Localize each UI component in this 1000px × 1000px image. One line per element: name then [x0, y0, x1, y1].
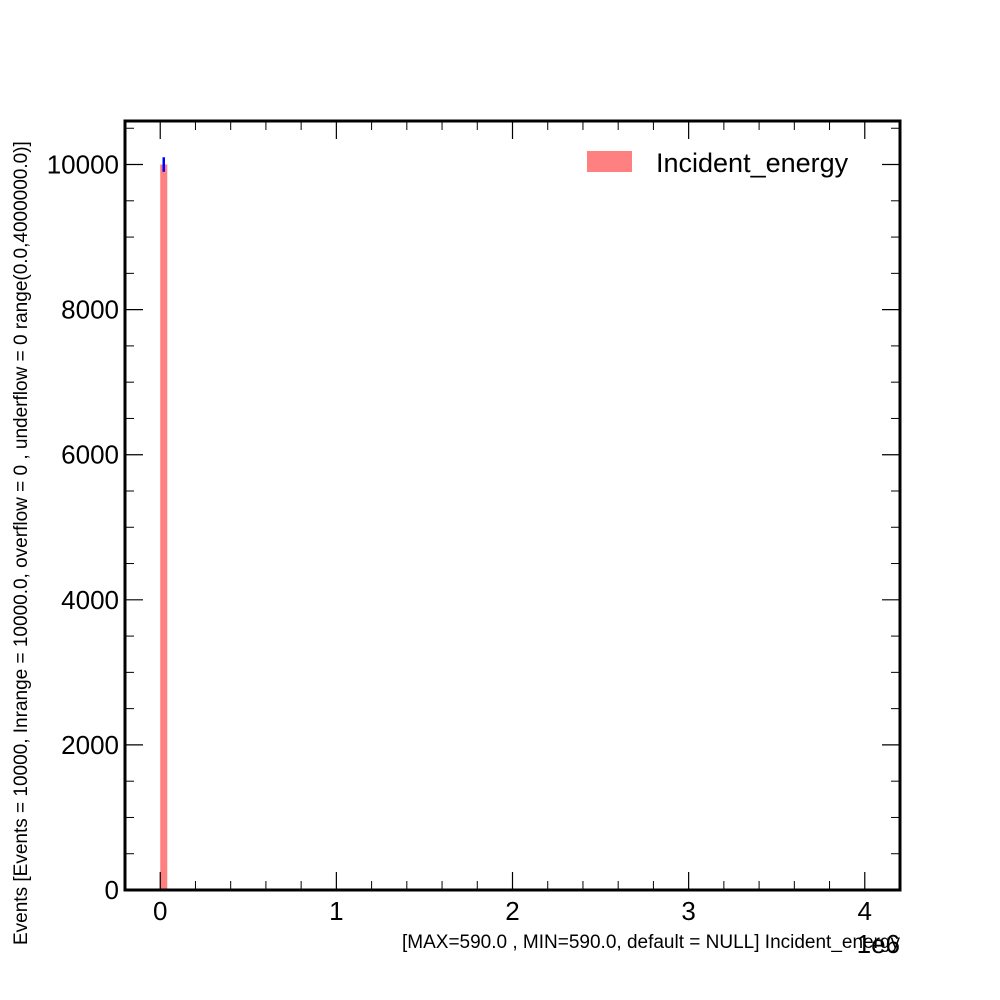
x-tick-label: 4 [858, 896, 872, 926]
tick-labels-layer: 0 1 2 3 4 0 2000 4000 6000 8000 10000 [47, 150, 872, 926]
y-tick-label: 8000 [61, 295, 119, 325]
histogram-bar [160, 164, 168, 890]
y-tick-label: 6000 [61, 440, 119, 470]
bars-layer [160, 164, 168, 890]
x-axis-title: [MAX=590.0 , MIN=590.0, default = NULL] … [402, 932, 900, 953]
legend: Incident_energy [587, 148, 849, 178]
y-tick-label: 10000 [47, 150, 119, 180]
y-tick-label: 0 [105, 875, 119, 905]
x-offset-label: 1e6 [857, 929, 900, 959]
plot-frame [123, 119, 902, 892]
legend-swatch [587, 151, 632, 172]
y-tick-label: 4000 [61, 585, 119, 615]
x-tick-label: 3 [681, 896, 695, 926]
x-tick-label: 0 [153, 896, 167, 926]
x-tick-label: 2 [505, 896, 519, 926]
ticks-layer [124, 121, 901, 891]
x-tick-label: 1 [329, 896, 343, 926]
y-tick-label: 2000 [61, 730, 119, 760]
legend-label: Incident_energy [656, 148, 849, 178]
y-axis-title: Events [Events = 10000, Inrange = 10000.… [11, 141, 32, 945]
